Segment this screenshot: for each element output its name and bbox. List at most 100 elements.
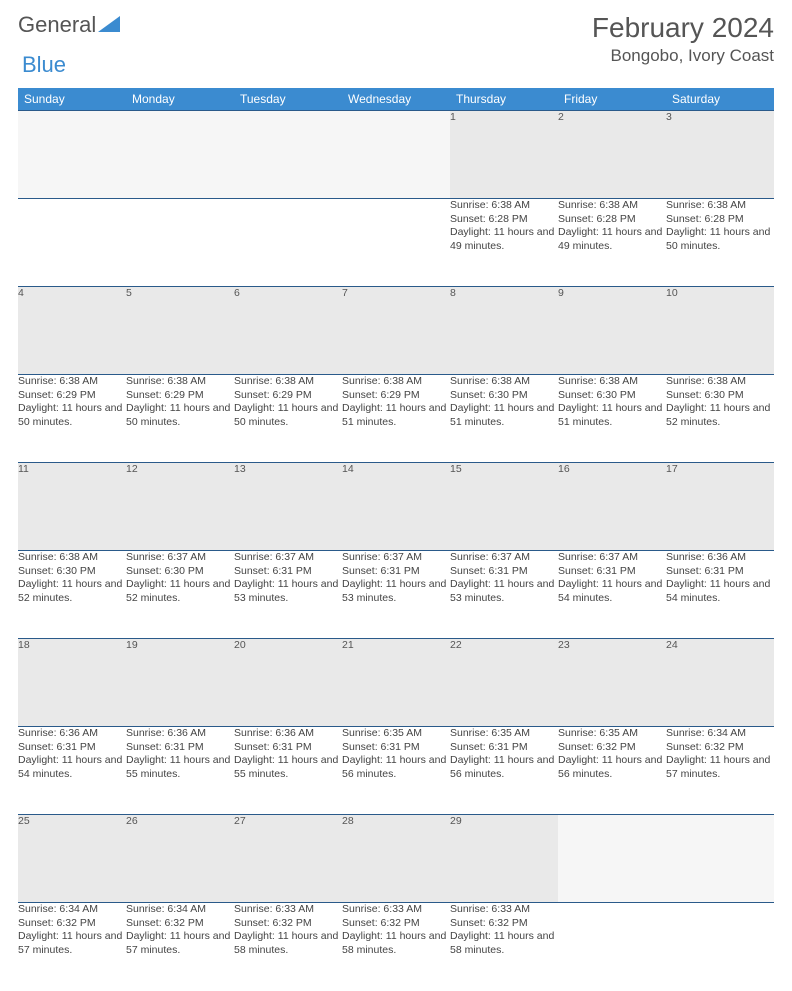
- day-cell: Sunrise: 6:37 AMSunset: 6:31 PMDaylight:…: [234, 551, 342, 639]
- week-content-row: Sunrise: 6:38 AMSunset: 6:30 PMDaylight:…: [18, 551, 774, 639]
- sunrise-text: Sunrise: 6:38 AM: [234, 375, 342, 389]
- day-number: [558, 815, 666, 903]
- day-cell: Sunrise: 6:37 AMSunset: 6:30 PMDaylight:…: [126, 551, 234, 639]
- day-cell: Sunrise: 6:38 AMSunset: 6:29 PMDaylight:…: [18, 375, 126, 463]
- day-cell: [666, 903, 774, 991]
- sunrise-text: Sunrise: 6:35 AM: [450, 727, 558, 741]
- daylight-text: Daylight: 11 hours and 53 minutes.: [234, 578, 342, 605]
- day-number: 19: [126, 639, 234, 727]
- daylight-text: Daylight: 11 hours and 51 minutes.: [342, 402, 450, 429]
- day-number: [666, 815, 774, 903]
- day-cell: Sunrise: 6:35 AMSunset: 6:31 PMDaylight:…: [342, 727, 450, 815]
- day-number: 21: [342, 639, 450, 727]
- sunset-text: Sunset: 6:29 PM: [126, 389, 234, 403]
- sunset-text: Sunset: 6:30 PM: [666, 389, 774, 403]
- logo-word-general: General: [18, 12, 96, 38]
- weekday-header: Wednesday: [342, 88, 450, 111]
- daylight-text: Daylight: 11 hours and 54 minutes.: [558, 578, 666, 605]
- sunset-text: Sunset: 6:31 PM: [342, 741, 450, 755]
- sunset-text: Sunset: 6:31 PM: [450, 565, 558, 579]
- day-number: [234, 111, 342, 199]
- calendar-body: 123Sunrise: 6:38 AMSunset: 6:28 PMDaylig…: [18, 111, 774, 991]
- day-number: 26: [126, 815, 234, 903]
- day-number: 13: [234, 463, 342, 551]
- sunset-text: Sunset: 6:30 PM: [450, 389, 558, 403]
- daylight-text: Daylight: 11 hours and 51 minutes.: [558, 402, 666, 429]
- daylight-text: Daylight: 11 hours and 54 minutes.: [18, 754, 126, 781]
- day-cell: Sunrise: 6:34 AMSunset: 6:32 PMDaylight:…: [126, 903, 234, 991]
- weekday-header: Friday: [558, 88, 666, 111]
- sunset-text: Sunset: 6:31 PM: [18, 741, 126, 755]
- location: Bongobo, Ivory Coast: [592, 46, 774, 66]
- day-cell: Sunrise: 6:37 AMSunset: 6:31 PMDaylight:…: [342, 551, 450, 639]
- day-cell: Sunrise: 6:33 AMSunset: 6:32 PMDaylight:…: [342, 903, 450, 991]
- sunset-text: Sunset: 6:32 PM: [126, 917, 234, 931]
- day-cell: Sunrise: 6:34 AMSunset: 6:32 PMDaylight:…: [666, 727, 774, 815]
- sunset-text: Sunset: 6:29 PM: [342, 389, 450, 403]
- sunset-text: Sunset: 6:32 PM: [666, 741, 774, 755]
- weekday-header: Saturday: [666, 88, 774, 111]
- sunrise-text: Sunrise: 6:38 AM: [342, 375, 450, 389]
- sunset-text: Sunset: 6:31 PM: [558, 565, 666, 579]
- day-cell: Sunrise: 6:38 AMSunset: 6:28 PMDaylight:…: [450, 199, 558, 287]
- daylight-text: Daylight: 11 hours and 56 minutes.: [450, 754, 558, 781]
- day-number: 25: [18, 815, 126, 903]
- sunrise-text: Sunrise: 6:37 AM: [558, 551, 666, 565]
- day-number: 16: [558, 463, 666, 551]
- day-cell: [234, 199, 342, 287]
- day-cell: Sunrise: 6:33 AMSunset: 6:32 PMDaylight:…: [234, 903, 342, 991]
- daylight-text: Daylight: 11 hours and 57 minutes.: [18, 930, 126, 957]
- sunset-text: Sunset: 6:32 PM: [18, 917, 126, 931]
- sunrise-text: Sunrise: 6:37 AM: [234, 551, 342, 565]
- sunset-text: Sunset: 6:32 PM: [234, 917, 342, 931]
- daylight-text: Daylight: 11 hours and 57 minutes.: [126, 930, 234, 957]
- sunrise-text: Sunrise: 6:33 AM: [342, 903, 450, 917]
- day-cell: Sunrise: 6:38 AMSunset: 6:29 PMDaylight:…: [126, 375, 234, 463]
- sunrise-text: Sunrise: 6:34 AM: [126, 903, 234, 917]
- daylight-text: Daylight: 11 hours and 52 minutes.: [18, 578, 126, 605]
- day-number: 11: [18, 463, 126, 551]
- day-cell: Sunrise: 6:38 AMSunset: 6:30 PMDaylight:…: [450, 375, 558, 463]
- sunrise-text: Sunrise: 6:36 AM: [234, 727, 342, 741]
- daylight-text: Daylight: 11 hours and 53 minutes.: [450, 578, 558, 605]
- day-number: 18: [18, 639, 126, 727]
- day-cell: Sunrise: 6:38 AMSunset: 6:30 PMDaylight:…: [18, 551, 126, 639]
- sunrise-text: Sunrise: 6:38 AM: [18, 375, 126, 389]
- day-number: [18, 111, 126, 199]
- day-number: 5: [126, 287, 234, 375]
- daylight-text: Daylight: 11 hours and 56 minutes.: [558, 754, 666, 781]
- weekday-header: Sunday: [18, 88, 126, 111]
- weekday-header: Thursday: [450, 88, 558, 111]
- daylight-text: Daylight: 11 hours and 50 minutes.: [18, 402, 126, 429]
- day-number: 17: [666, 463, 774, 551]
- sunrise-text: Sunrise: 6:37 AM: [126, 551, 234, 565]
- daylight-text: Daylight: 11 hours and 58 minutes.: [450, 930, 558, 957]
- sunrise-text: Sunrise: 6:38 AM: [126, 375, 234, 389]
- week-daynum-row: 11121314151617: [18, 463, 774, 551]
- month-title: February 2024: [592, 12, 774, 44]
- sunrise-text: Sunrise: 6:33 AM: [450, 903, 558, 917]
- day-cell: Sunrise: 6:38 AMSunset: 6:30 PMDaylight:…: [666, 375, 774, 463]
- daylight-text: Daylight: 11 hours and 57 minutes.: [666, 754, 774, 781]
- day-number: 12: [126, 463, 234, 551]
- sunrise-text: Sunrise: 6:36 AM: [18, 727, 126, 741]
- day-number: 20: [234, 639, 342, 727]
- sunset-text: Sunset: 6:30 PM: [126, 565, 234, 579]
- weekday-header: Tuesday: [234, 88, 342, 111]
- sunrise-text: Sunrise: 6:38 AM: [666, 199, 774, 213]
- week-content-row: Sunrise: 6:34 AMSunset: 6:32 PMDaylight:…: [18, 903, 774, 991]
- sunrise-text: Sunrise: 6:36 AM: [126, 727, 234, 741]
- day-number: 29: [450, 815, 558, 903]
- sunset-text: Sunset: 6:29 PM: [234, 389, 342, 403]
- day-number: [126, 111, 234, 199]
- day-cell: Sunrise: 6:33 AMSunset: 6:32 PMDaylight:…: [450, 903, 558, 991]
- day-cell: [558, 903, 666, 991]
- calendar-header-row: Sunday Monday Tuesday Wednesday Thursday…: [18, 88, 774, 111]
- day-number: 8: [450, 287, 558, 375]
- daylight-text: Daylight: 11 hours and 54 minutes.: [666, 578, 774, 605]
- daylight-text: Daylight: 11 hours and 56 minutes.: [342, 754, 450, 781]
- sunset-text: Sunset: 6:31 PM: [234, 565, 342, 579]
- day-cell: Sunrise: 6:34 AMSunset: 6:32 PMDaylight:…: [18, 903, 126, 991]
- daylight-text: Daylight: 11 hours and 49 minutes.: [558, 226, 666, 253]
- day-number: 7: [342, 287, 450, 375]
